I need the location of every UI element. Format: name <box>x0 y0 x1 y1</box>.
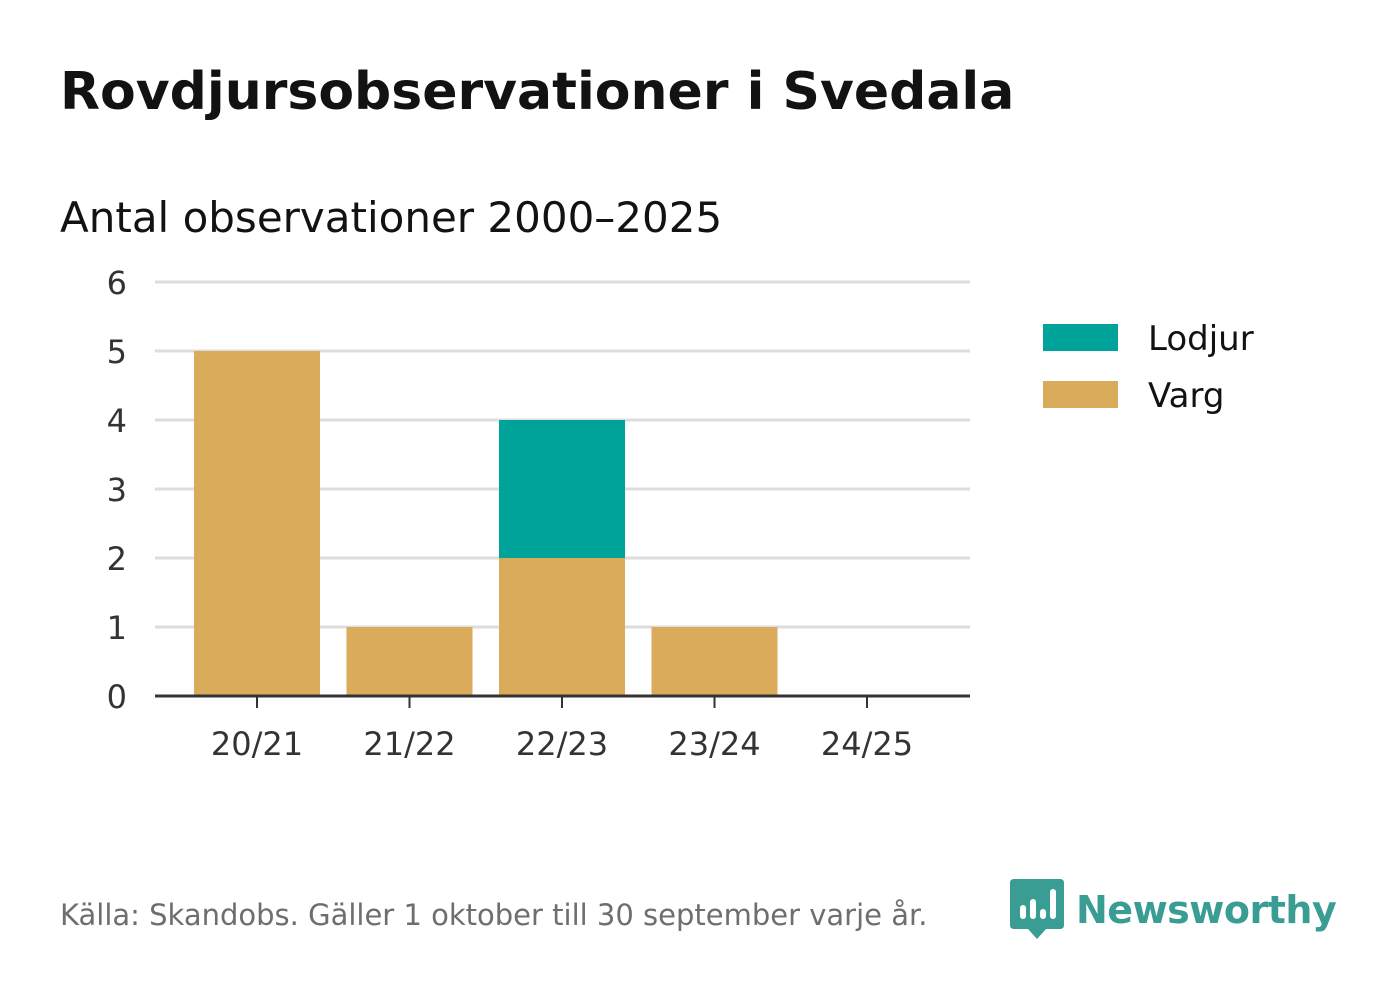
y-tick-label: 4 <box>107 402 127 440</box>
brand-name: Newsworthy <box>1076 888 1337 932</box>
x-tick-label: 22/23 <box>516 725 608 763</box>
legend-label-varg: Varg <box>1148 376 1224 416</box>
y-tick-label: 5 <box>107 333 127 371</box>
bar-varg-21-22 <box>346 627 473 696</box>
y-tick-label: 2 <box>107 540 127 578</box>
legend-swatch-lodjur <box>1043 324 1118 351</box>
newsworthy-logo-icon <box>1010 879 1064 939</box>
brand-logo: Newsworthy <box>1010 878 1337 942</box>
bar-varg-22-23 <box>499 558 625 696</box>
x-tick-label: 23/24 <box>668 725 760 763</box>
legend-swatch-varg <box>1043 381 1118 408</box>
axes: 0 1 2 3 4 5 6 20/21 21/22 22/23 23/24 24/25 <box>107 264 970 763</box>
bar-lodjur-22-23 <box>499 420 625 558</box>
chart-title: Rovdjursobservationer i Svedala <box>60 62 1015 122</box>
y-tick-label: 0 <box>107 678 127 716</box>
bar-varg-23-24 <box>651 627 778 696</box>
legend: Lodjur Varg <box>1043 319 1254 416</box>
bar-varg-20-21 <box>194 351 320 696</box>
x-tick-label: 24/25 <box>821 725 913 763</box>
chart-subtitle: Antal observationer 2000–2025 <box>60 193 723 242</box>
source-note: Källa: Skandobs. Gäller 1 oktober till 3… <box>60 898 928 932</box>
y-tick-label: 1 <box>107 609 127 647</box>
x-tick-label: 20/21 <box>211 725 303 763</box>
x-tick-label: 21/22 <box>363 725 455 763</box>
bars <box>194 351 778 696</box>
y-tick-label: 3 <box>107 471 127 509</box>
y-tick-label: 6 <box>107 264 127 302</box>
legend-label-lodjur: Lodjur <box>1148 319 1254 359</box>
